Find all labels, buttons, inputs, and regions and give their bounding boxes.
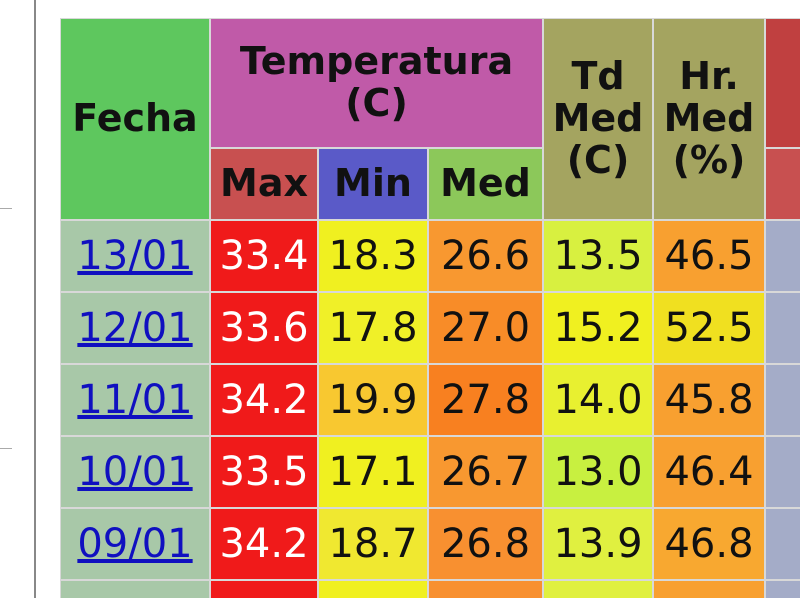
date-link[interactable]: 11/01: [60, 364, 210, 436]
min-cell: 17.8: [318, 292, 428, 364]
hr-cell: 46.4: [653, 436, 765, 508]
hr-cell: 45.8: [653, 364, 765, 436]
min-cell: 19.9: [318, 364, 428, 436]
td-cell: 13.5: [543, 220, 653, 292]
partial-row-cell: [765, 580, 800, 598]
side-rule: [0, 208, 12, 209]
partial-row-cell: [653, 580, 765, 598]
date-link[interactable]: 10/01: [60, 436, 210, 508]
td-cell: 13.9: [543, 508, 653, 580]
date-link[interactable]: 13/01: [60, 220, 210, 292]
med-cell: 27.8: [428, 364, 543, 436]
side-border: [34, 0, 36, 598]
min-cell: 17.1: [318, 436, 428, 508]
header-extra: [765, 18, 800, 148]
td-cell: 15.2: [543, 292, 653, 364]
med-cell: 26.6: [428, 220, 543, 292]
td-cell: 13.0: [543, 436, 653, 508]
max-cell: 33.4: [210, 220, 318, 292]
hr-cell: 52.5: [653, 292, 765, 364]
min-cell: 18.3: [318, 220, 428, 292]
max-cell: 33.5: [210, 436, 318, 508]
max-cell: 34.2: [210, 364, 318, 436]
max-cell: 34.2: [210, 508, 318, 580]
partial-row-cell: [60, 580, 210, 598]
hr-cell: 46.5: [653, 220, 765, 292]
min-cell: 18.7: [318, 508, 428, 580]
extra-cell: [765, 436, 800, 508]
header-hr: Hr. Med (%): [653, 18, 765, 220]
date-link[interactable]: 12/01: [60, 292, 210, 364]
med-cell: 26.8: [428, 508, 543, 580]
header-max: Max: [210, 148, 318, 220]
partial-row-cell: [543, 580, 653, 598]
header-fecha: Fecha: [60, 18, 210, 220]
extra-cell: [765, 364, 800, 436]
side-rule: [0, 448, 12, 449]
header-med: Med: [428, 148, 543, 220]
partial-row-cell: [210, 580, 318, 598]
extra-cell: [765, 508, 800, 580]
med-cell: 27.0: [428, 292, 543, 364]
max-cell: 33.6: [210, 292, 318, 364]
header-temperatura: Temperatura (C): [210, 18, 543, 148]
extra-cell: [765, 220, 800, 292]
extra-cell: [765, 292, 800, 364]
td-cell: 14.0: [543, 364, 653, 436]
header-min: Min: [318, 148, 428, 220]
partial-row-cell: [428, 580, 543, 598]
partial-row-cell: [318, 580, 428, 598]
hr-cell: 46.8: [653, 508, 765, 580]
med-cell: 26.7: [428, 436, 543, 508]
date-link[interactable]: 09/01: [60, 508, 210, 580]
header-extra: [765, 148, 800, 220]
header-td: Td Med (C): [543, 18, 653, 220]
